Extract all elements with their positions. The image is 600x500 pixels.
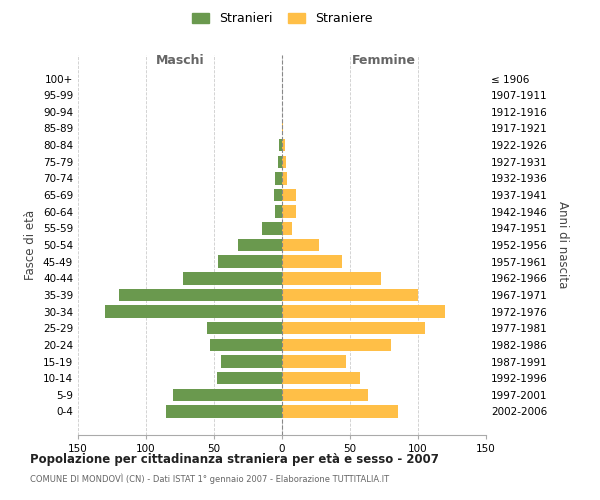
Bar [221,356,282,368]
Bar [282,256,342,268]
Bar [105,306,282,318]
Bar [262,222,282,234]
Bar [282,306,445,318]
Bar [282,156,286,168]
Bar [282,272,381,284]
Bar [279,139,282,151]
Text: Femmine: Femmine [352,54,416,67]
Y-axis label: Fasce di età: Fasce di età [25,210,37,280]
Bar [173,388,282,401]
Bar [282,206,296,218]
Bar [278,156,282,168]
Bar [282,222,292,234]
Text: Popolazione per cittadinanza straniera per età e sesso - 2007: Popolazione per cittadinanza straniera p… [30,452,439,466]
Text: Maschi: Maschi [155,54,205,67]
Bar [282,388,368,401]
Bar [274,189,282,202]
Bar [275,172,282,184]
Bar [210,338,282,351]
Bar [282,122,283,134]
Bar [282,139,285,151]
Bar [282,322,425,334]
Bar [217,372,282,384]
Y-axis label: Anni di nascita: Anni di nascita [556,202,569,288]
Bar [282,239,319,251]
Bar [166,405,282,417]
Bar [218,256,282,268]
Legend: Stranieri, Straniere: Stranieri, Straniere [188,8,376,29]
Bar [282,356,346,368]
Bar [282,405,398,417]
Bar [207,322,282,334]
Bar [275,206,282,218]
Bar [183,272,282,284]
Bar [282,189,296,202]
Text: COMUNE DI MONDOVÌ (CN) - Dati ISTAT 1° gennaio 2007 - Elaborazione TUTTITALIA.IT: COMUNE DI MONDOVÌ (CN) - Dati ISTAT 1° g… [30,474,389,484]
Bar [238,239,282,251]
Bar [282,172,287,184]
Bar [119,288,282,301]
Bar [282,338,391,351]
Bar [282,288,418,301]
Bar [282,372,359,384]
